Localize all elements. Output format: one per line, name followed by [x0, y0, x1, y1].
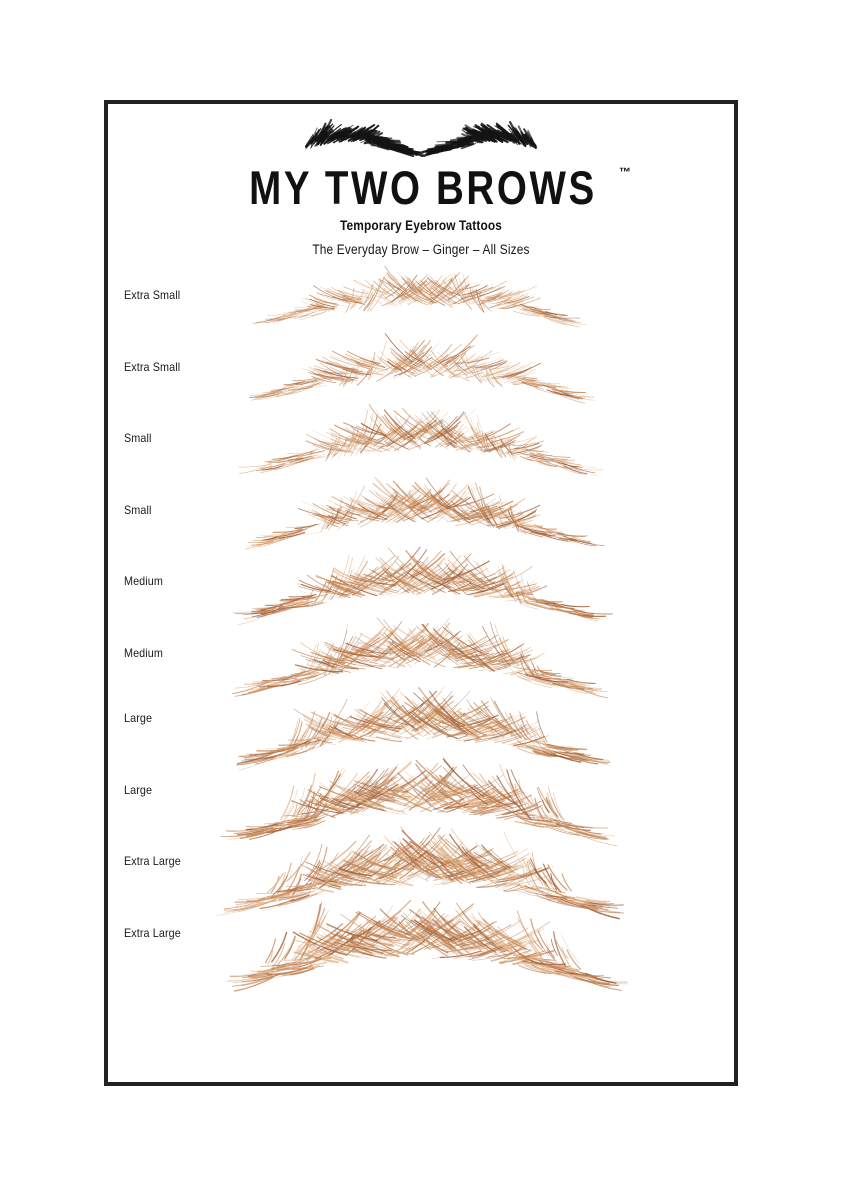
brand-title-row: MY TWO BROWS ™ — [108, 164, 734, 211]
brow-pair — [108, 756, 734, 849]
size-row: Extra Large — [108, 899, 734, 992]
brow-right — [244, 476, 526, 549]
size-label: Extra Large — [124, 854, 181, 868]
size-label: Small — [124, 431, 152, 445]
brow-pair — [108, 686, 734, 777]
brow-right — [231, 547, 538, 626]
brow-right — [232, 616, 545, 697]
size-row: Large — [108, 686, 734, 777]
size-row: Small — [108, 403, 734, 491]
size-row: Extra Small — [108, 332, 734, 420]
brow-pair — [108, 265, 734, 348]
size-label: Extra Large — [124, 925, 181, 940]
trademark-symbol: ™ — [618, 165, 631, 179]
size-row: Large — [108, 756, 734, 849]
size-label: Medium — [124, 645, 163, 660]
size-chart-rows: Extra Small Extra Small Small Small Medium Me… — [108, 265, 734, 992]
size-row: Medium — [108, 616, 734, 706]
brow-right — [236, 687, 551, 771]
brow-pair — [108, 403, 734, 491]
brow-pair — [108, 616, 734, 706]
brand-variant-line: The Everyday Brow – Ginger – All Sizes — [312, 242, 530, 257]
page-title: MY TWO BROWS — [249, 161, 597, 214]
size-label: Medium — [124, 574, 163, 588]
brow-right — [248, 332, 504, 400]
brow-right — [237, 403, 517, 474]
eyebrow-pair-icon — [304, 118, 538, 158]
size-row: Extra Small — [108, 265, 734, 348]
size-row: Small — [108, 476, 734, 563]
brow-right — [216, 826, 572, 916]
brow-right — [226, 900, 581, 992]
size-label: Small — [124, 502, 152, 517]
brow-left — [345, 271, 587, 328]
size-label: Extra Small — [124, 288, 181, 302]
brow-pair — [108, 332, 734, 420]
size-row: Medium — [108, 546, 734, 634]
size-label: Extra Small — [124, 359, 181, 374]
brow-pair — [108, 546, 734, 634]
size-label: Large — [124, 782, 153, 797]
brand-header: MY TWO BROWS ™ Temporary Eyebrow Tattoos … — [108, 118, 734, 257]
brow-right — [220, 756, 565, 840]
brow-pair — [108, 899, 734, 992]
brand-subtitle: Temporary Eyebrow Tattoos — [340, 218, 502, 233]
brow-right — [252, 265, 493, 324]
size-label: Large — [124, 711, 153, 725]
poster-frame: MY TWO BROWS ™ Temporary Eyebrow Tattoos … — [104, 100, 738, 1086]
brow-pair — [108, 476, 734, 563]
size-row: Extra Large — [108, 826, 734, 920]
brow-pair — [108, 826, 734, 920]
